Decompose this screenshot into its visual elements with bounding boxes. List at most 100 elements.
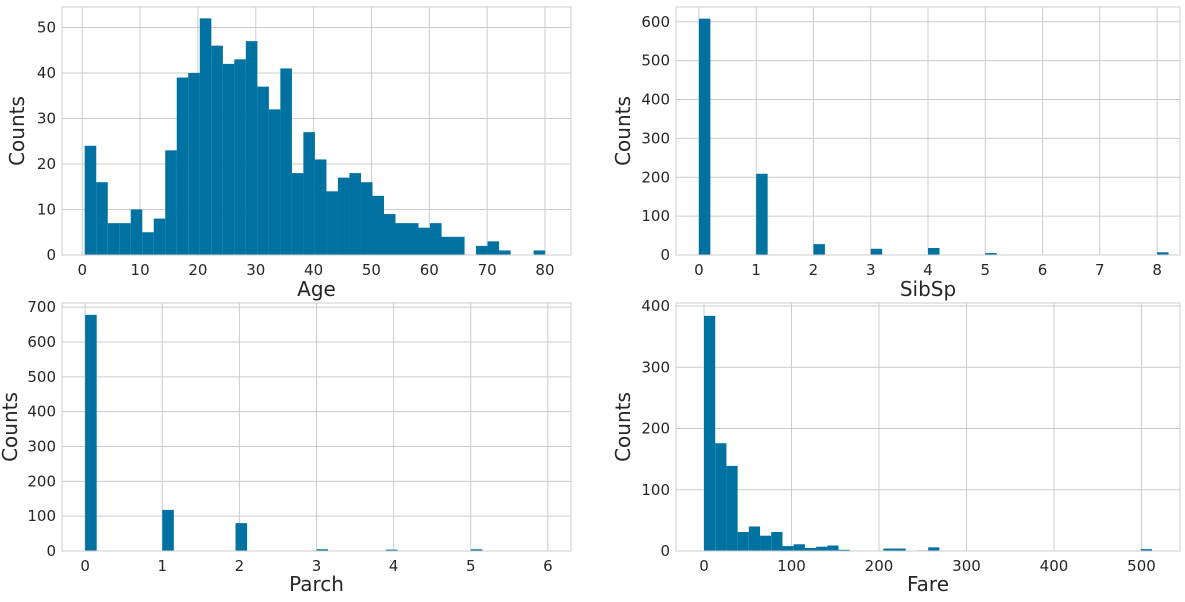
histogram-bar: [533, 250, 546, 255]
histogram-bar: [360, 182, 373, 255]
histogram-bar: [756, 173, 768, 255]
histogram-bar: [453, 236, 465, 255]
histogram-bar: [316, 549, 329, 551]
histogram-bar: [211, 45, 223, 256]
x-tick-label: 0: [694, 261, 704, 279]
x-tick-label: 0: [699, 557, 709, 575]
x-axis-label: Fare: [907, 572, 949, 596]
histogram-bar: [130, 209, 143, 255]
y-tick-label: 700: [27, 298, 56, 316]
x-tick-label: 8: [1152, 261, 1162, 279]
y-axis-label: Counts: [5, 96, 29, 166]
x-tick-label: 3: [312, 557, 322, 575]
x-axis-label: Age: [297, 277, 336, 301]
x-axis-label: Parch: [289, 572, 344, 596]
histogram-bar: [1140, 549, 1153, 551]
histogram-bar: [383, 214, 396, 255]
histogram-bar: [257, 86, 269, 255]
histogram-bar: [470, 549, 483, 551]
x-tick-label: 1: [157, 557, 167, 575]
histogram-bar: [349, 173, 361, 255]
histogram-bar: [326, 191, 338, 255]
histogram-bar: [499, 250, 511, 255]
histogram-bar: [870, 248, 883, 255]
histogram-bar: [441, 236, 454, 255]
axes-frame: [61, 302, 572, 552]
x-tick-label: 500: [1127, 557, 1156, 575]
x-tick-label: 7: [1095, 261, 1105, 279]
x-tick-label: 200: [865, 557, 894, 575]
histogram-bar: [804, 547, 817, 551]
histogram-bar: [385, 549, 398, 551]
y-tick-label: 0: [660, 246, 670, 264]
histogram-bar: [928, 248, 940, 255]
y-tick-label: 50: [37, 18, 56, 36]
histogram-bar: [985, 253, 997, 255]
histogram-bar: [153, 218, 166, 255]
histogram-bar: [760, 535, 772, 551]
x-tick-label: 10: [131, 261, 150, 279]
histogram-bar: [715, 443, 727, 551]
x-tick-label: 40: [304, 261, 323, 279]
x-tick-label: 5: [466, 557, 476, 575]
x-tick-label: 300: [952, 557, 981, 575]
x-tick-label: 30: [246, 261, 265, 279]
x-tick-label: 4: [923, 261, 933, 279]
histogram-bar: [476, 245, 488, 255]
x-tick-label: 2: [809, 261, 819, 279]
x-tick-label: 5: [980, 261, 990, 279]
x-tick-label: 400: [1040, 557, 1069, 575]
y-tick-label: 400: [641, 297, 670, 315]
x-tick-label: 20: [188, 261, 207, 279]
axes-frame: [61, 6, 572, 256]
histogram-bar: [827, 545, 839, 551]
x-tick-label: 6: [543, 557, 553, 575]
x-tick-label: 1: [751, 261, 761, 279]
histogram-bar: [748, 526, 761, 551]
y-axis-label: Counts: [611, 96, 635, 166]
histogram-bar: [268, 109, 281, 256]
x-tick-label: 100: [777, 557, 806, 575]
y-tick-label: 30: [37, 109, 56, 127]
x-tick-label: 0: [77, 261, 87, 279]
histogram-bar: [314, 159, 327, 255]
y-tick-label: 300: [27, 438, 56, 456]
histogram-bar: [222, 63, 235, 255]
x-tick-label: 50: [362, 261, 381, 279]
x-tick-label: 60: [420, 261, 439, 279]
histogram-bar: [96, 182, 108, 255]
y-tick-label: 0: [660, 542, 670, 560]
x-axis-label: SibSp: [900, 277, 956, 301]
histogram-bar: [1157, 252, 1169, 255]
y-tick-label: 500: [27, 368, 56, 386]
histogram-bar: [85, 314, 97, 551]
axes-frame: [675, 302, 1181, 552]
histogram-bar: [737, 532, 749, 551]
y-tick-label: 200: [27, 472, 56, 490]
x-tick-label: 70: [478, 261, 497, 279]
parch-histogram: 0 1 2 3 4 5 6 0 100 200 300 400 500 600 700 Parch Counts: [0, 298, 572, 596]
y-tick-label: 40: [37, 64, 56, 82]
y-tick-label: 400: [27, 403, 56, 421]
histogram-bar: [726, 465, 738, 551]
sibsp-histogram: 0 1 2 3 4 5 6 7 8 0 100 200 300 400 500 600 SibSp Counts: [611, 6, 1181, 301]
y-tick-label: 200: [641, 420, 670, 438]
histogram-bar: [793, 544, 805, 551]
y-tick-label: 600: [641, 13, 670, 31]
x-tick-label: 2: [235, 557, 245, 575]
y-tick-label: 100: [27, 507, 56, 525]
histogram-bar: [119, 223, 131, 255]
histogram-bar: [245, 41, 258, 255]
x-tick-label: 6: [1038, 261, 1048, 279]
histogram-bar: [84, 145, 97, 255]
y-tick-label: 0: [46, 542, 56, 560]
histogram-bar: [176, 77, 189, 256]
y-tick-label: 300: [641, 129, 670, 147]
x-tick-label: 0: [80, 557, 90, 575]
age-histogram: 0 10 20 30 40 50 60 70 80 0 10 20 30 40 50 Age Counts: [5, 6, 572, 301]
y-tick-label: 600: [27, 333, 56, 351]
histogram-bar: [337, 177, 350, 255]
histogram-bar: [894, 548, 906, 551]
y-tick-label: 300: [641, 358, 670, 376]
